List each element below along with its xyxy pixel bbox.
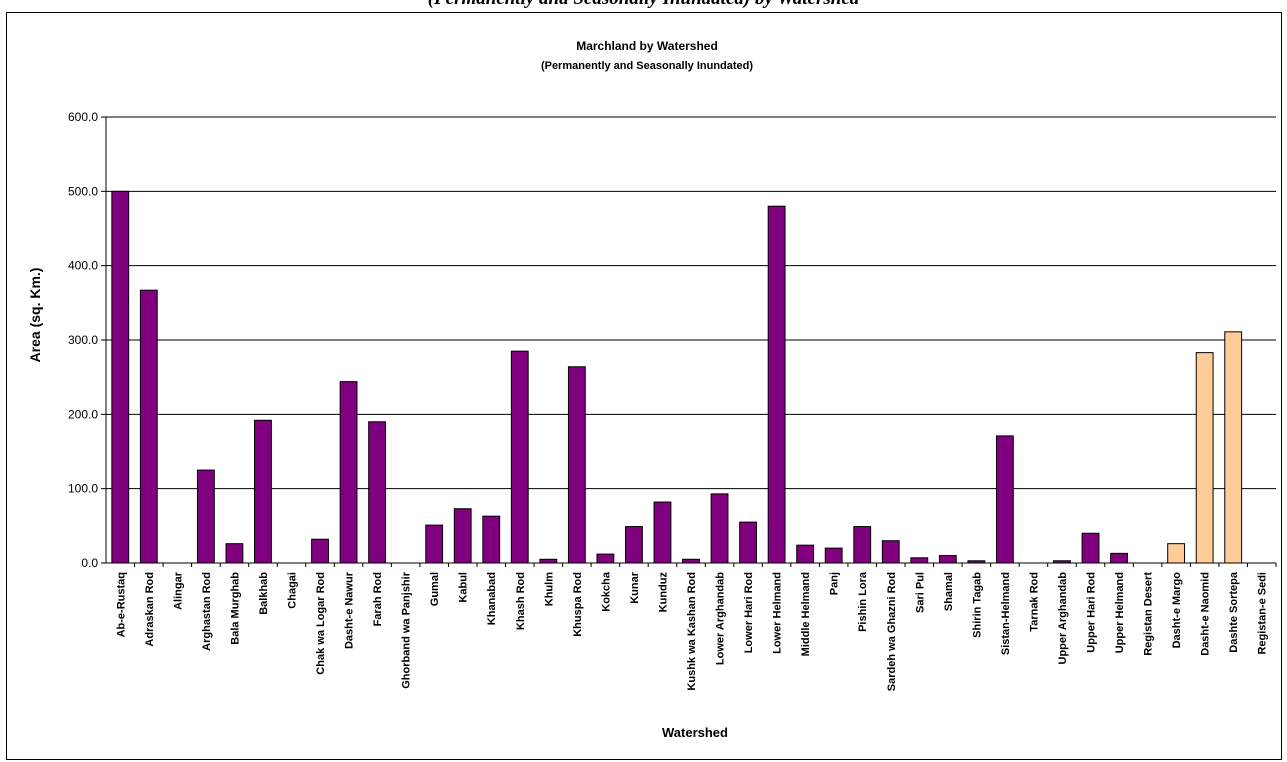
x-tick-label: Pishin Lora [857, 571, 869, 632]
x-tick-label: Dasht-e Margo [1171, 572, 1183, 649]
y-tick-label: 600.0 [68, 110, 98, 124]
x-tick-label: Dasht-e Nawur [344, 571, 356, 649]
y-tick-label: 0.0 [81, 556, 98, 570]
x-tick-label: Sari Pul [914, 572, 926, 613]
x-tick-label: Chagai [286, 572, 298, 609]
bar [311, 538, 329, 564]
x-tick-label: Upper Hari Rod [1086, 572, 1098, 653]
x-tick-label: Kabul [458, 572, 470, 603]
chart-subtitle: (Permanently and Seasonally Inundated) [541, 60, 753, 72]
bar [111, 190, 130, 564]
y-tick-label: 400.0 [68, 259, 98, 273]
x-tick-label: Chak wa Logar Rod [315, 572, 327, 675]
page-top-text: (Permanently and Seasonally Inundated) b… [0, 0, 1287, 9]
x-axis-label: Watershed [662, 725, 728, 740]
x-tick-label: Upper Arghandab [1057, 572, 1069, 665]
x-tick-label: Bala Murghab [229, 572, 241, 645]
bar [596, 553, 615, 564]
bar [625, 526, 643, 564]
bar [453, 508, 472, 564]
bar [881, 540, 900, 564]
bar [225, 543, 244, 564]
bar [653, 501, 672, 564]
bar [1224, 331, 1243, 564]
bar [995, 435, 1014, 564]
bar [539, 558, 558, 564]
x-tick-label: Khuspa Rod [572, 572, 584, 637]
x-tick-label: Ab-e-Rustaq [115, 572, 127, 637]
x-tick-label: Middle Helmand [800, 572, 812, 656]
bar [368, 421, 387, 564]
x-tick-label: Shamal [943, 572, 955, 611]
bar [567, 366, 586, 564]
x-tick-label: Dasht-e Naomid [1200, 572, 1212, 656]
bar-chart: Marchland by Watershed (Permanently and … [27, 39, 1277, 740]
x-tick-label: Khanabad [486, 572, 498, 625]
x-tick-label: Alingar [172, 571, 184, 610]
x-tick-label: Balkhab [258, 572, 270, 615]
x-tick-label: Gumal [429, 572, 441, 606]
y-tick-label: 500.0 [68, 184, 98, 198]
x-tick-label: Kunar [629, 571, 641, 604]
x-tick-label: Tarnak Rod [1028, 572, 1040, 632]
bar [710, 493, 729, 564]
x-tick-label: Kushk wa Kashan Rod [686, 572, 698, 691]
y-tick-label: 200.0 [68, 407, 98, 421]
bar [682, 558, 700, 564]
x-tick-label: Shirin Tagab [971, 572, 983, 638]
x-tick-label: Upper Helmand [1114, 572, 1126, 653]
x-tick-label: Arghastan Rod [201, 572, 213, 651]
bar [739, 521, 757, 564]
bar [139, 289, 158, 564]
x-tick-label: Ghorband wa Panjshir [401, 571, 413, 688]
chart-frame: Marchland by Watershed (Permanently and … [6, 12, 1282, 760]
x-tick-label: Kunduz [657, 572, 669, 613]
x-tick-label: Panj [829, 572, 841, 595]
bar [910, 557, 929, 564]
x-tick-label: Sistan-Helmand [1000, 572, 1012, 655]
bar [254, 419, 272, 564]
bar [510, 350, 529, 564]
bar [1195, 352, 1214, 564]
x-tick-label: Lower Helmand [772, 572, 784, 654]
x-tick-label: Khulm [543, 572, 555, 606]
x-tick-label: Lower Arghandab [715, 572, 727, 665]
x-tick-label: Registan-e Sedi [1257, 572, 1269, 655]
bar [196, 469, 215, 564]
x-tick-label: Kokcha [600, 571, 612, 612]
x-tick-label: Farah Rod [372, 572, 384, 626]
x-tick-label: Adraskan Rod [144, 572, 156, 647]
y-axis-label: Area (sq. Km.) [27, 268, 43, 363]
x-tick-label: Registan Desert [1143, 572, 1155, 656]
x-tick-label: Khash Rod [515, 572, 527, 630]
bar [1110, 552, 1128, 564]
bar [824, 547, 843, 564]
x-tick-label: Dashte Sortepa [1228, 571, 1240, 653]
bar [1167, 543, 1186, 564]
x-tick-label: Lower Hari Rod [743, 572, 755, 653]
y-tick-label: 300.0 [68, 333, 98, 347]
bar [853, 526, 872, 564]
bar [425, 524, 444, 564]
chart-title: Marchland by Watershed [576, 39, 718, 53]
bar [767, 205, 786, 564]
y-tick-label: 100.0 [68, 482, 98, 496]
bar [796, 544, 815, 564]
x-tick-label: Sardeh wa Ghazni Rod [886, 572, 898, 691]
bar [1081, 532, 1100, 564]
bar [482, 515, 501, 564]
bar [938, 555, 957, 564]
bar [339, 381, 358, 564]
